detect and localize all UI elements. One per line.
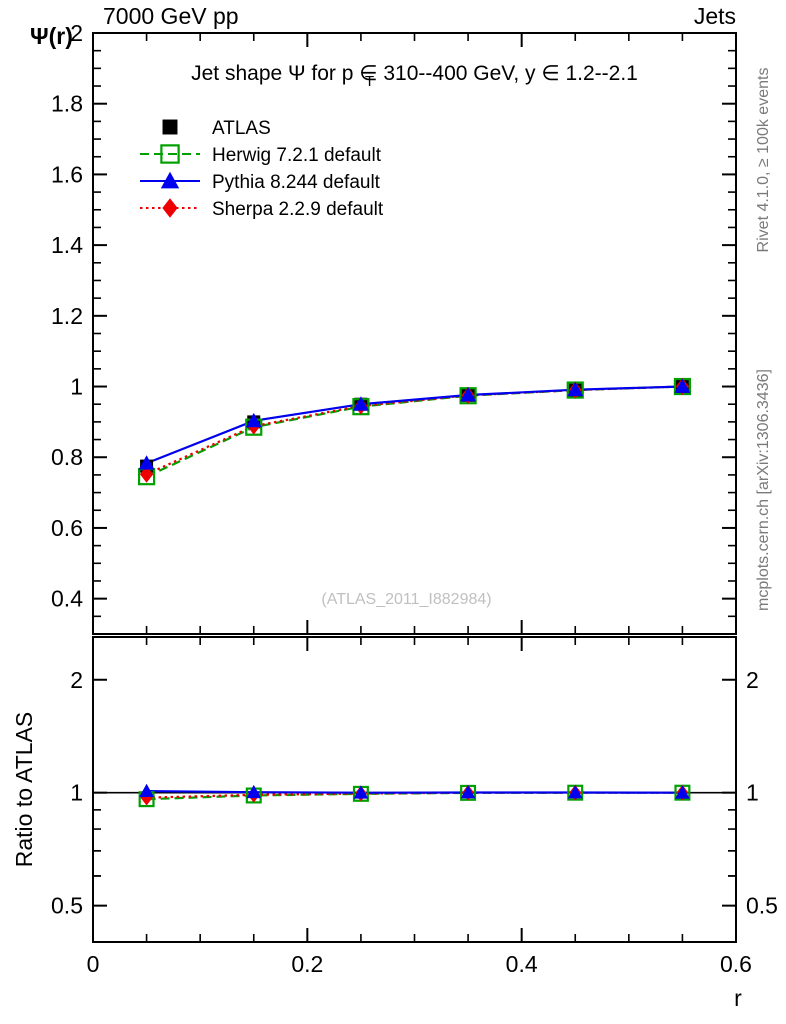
ratio-y-tick-label: 2: [70, 667, 83, 693]
ratio-y-ticks: [92, 637, 737, 943]
marker-square-open: [160, 144, 180, 164]
mcplots-reference-note: mcplots.cern.ch [arXiv:1306.3436]: [755, 369, 772, 611]
ratio-y-tick-label: 1: [70, 780, 83, 806]
marker-triangle-filled: [245, 412, 262, 428]
legend-item[interactable]: Herwig 7.2.1 default: [140, 144, 382, 166]
legend-label: Pythia 8.244 default: [212, 172, 381, 193]
ratio-y-tick-label-right: 2: [746, 667, 759, 693]
marker-triangle-filled: [675, 785, 690, 799]
series-line: [146, 385, 683, 478]
x-tick-label: 0.4: [506, 951, 538, 977]
marker-triangle-filled: [674, 378, 691, 393]
marker-triangle-filled: [567, 381, 584, 397]
ratio-y-tick-label: 0.5: [51, 893, 83, 919]
marker-triangle-filled: [138, 455, 155, 470]
marker-triangle-filled: [460, 785, 476, 799]
y-tick-label: 0.4: [51, 586, 83, 612]
legend-item[interactable]: Sherpa 2.2.9 default: [140, 198, 384, 220]
main-panel-frame: [92, 32, 737, 635]
marker-triangle-filled: [567, 785, 583, 799]
ratio-y-tick-label-right: 0.5: [746, 893, 778, 919]
marker-diamond-filled: [140, 789, 153, 806]
y-tick-label: 1.8: [51, 91, 83, 117]
x-axis-title: r: [734, 985, 742, 1011]
marker-triangle-filled: [352, 396, 369, 411]
main-y-ticks: [92, 32, 737, 635]
y-tick-label: 2: [70, 20, 83, 46]
legend: ATLAS Herwig 7.2.1 default Pythia 8.244 de…: [140, 118, 384, 220]
rivet-version-note: Rivet 4.1.0, ≥ 100k events: [755, 68, 772, 253]
plot-title: Jet shape Ψ for p ∈ 310--400 GeV, y ∈ 1.…: [191, 62, 638, 90]
marker-triangle-filled: [139, 783, 154, 797]
marker-diamond-filled: [162, 198, 178, 218]
series-line: [146, 385, 683, 465]
analysis-id-watermark: (ATLAS_2011_I882984): [321, 591, 491, 608]
x-tick-label: 0.2: [291, 951, 323, 977]
ratio-panel-frame: [92, 636, 737, 943]
legend-item[interactable]: Pythia 8.244 default: [140, 171, 381, 193]
ratio-data-points: [138, 783, 691, 808]
main-y-axis-title: Ψ(r): [30, 23, 73, 49]
legend-label: ATLAS: [212, 118, 271, 139]
legend-label: Sherpa 2.2.9 default: [212, 199, 384, 220]
x-tick-label: 0: [87, 951, 100, 977]
y-tick-label: 0.8: [51, 444, 83, 470]
marker-triangle-filled: [160, 171, 180, 189]
y-tick-label: 1.4: [51, 232, 83, 258]
marker-square-filled: [162, 119, 178, 135]
legend-label: Herwig 7.2.1 default: [212, 145, 382, 166]
main-data-points: [137, 377, 692, 486]
y-tick-label: 1: [70, 374, 83, 400]
series-line: [146, 385, 683, 476]
y-tick-label: 0.6: [51, 515, 83, 541]
y-tick-label: 1.6: [51, 161, 83, 187]
ratio-series-line: [146, 789, 683, 794]
legend-item[interactable]: ATLAS: [162, 118, 271, 139]
beam-energy-label: 7000 GeV pp: [103, 3, 239, 29]
y-tick-label: 1.2: [51, 303, 83, 329]
ratio-y-axis-title: Ratio to ATLAS: [11, 712, 37, 868]
marker-diamond-filled: [139, 465, 154, 483]
svg-text:Jet shape Ψ for p ∈ 310--400: Jet shape Ψ for p ∈ 310--400 GeV, y ∈ 1.…: [191, 62, 638, 85]
marker-triangle-filled: [246, 784, 262, 799]
ratio-y-tick-label-right: 1: [746, 780, 759, 806]
marker-triangle-filled: [460, 387, 477, 402]
analysis-category-label: Jets: [694, 3, 736, 29]
marker-triangle-filled: [353, 785, 369, 799]
main-y-tick-labels: 0.4 0.6 0.8 1 1.2 1.4 1.6 1.8 2: [51, 20, 83, 612]
x-tick-label: 0.6: [720, 951, 752, 977]
title-subscript: T: [365, 73, 374, 90]
